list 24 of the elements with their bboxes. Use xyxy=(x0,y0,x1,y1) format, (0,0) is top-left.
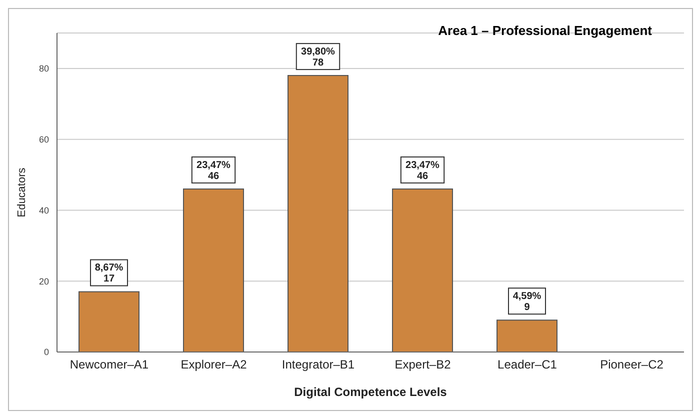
bar xyxy=(183,188,244,352)
data-label: 4,59% 9 xyxy=(512,291,542,314)
data-label: 23,47% 46 xyxy=(196,160,231,182)
data-label: 39,80% 78 xyxy=(301,46,336,69)
x-tick-label: Explorer–A2 xyxy=(180,358,248,372)
data-label: 23,47% 46 xyxy=(406,160,440,182)
x-tick-label: Leader–C1 xyxy=(498,358,558,372)
x-tick-label: Newcomer–A1 xyxy=(70,358,149,372)
x-tick-label: Integrator–B1 xyxy=(282,358,355,372)
bar xyxy=(392,188,453,352)
y-tick-label: 40 xyxy=(38,205,49,216)
y-tick-label: 60 xyxy=(38,134,49,145)
data-label: 8,67% 17 xyxy=(94,262,124,285)
chart-title: Area 1 – Professional Engagement xyxy=(438,23,652,38)
y-tick-label: 20 xyxy=(38,276,49,286)
bar xyxy=(496,320,558,352)
x-axis-title: Digital Competence Levels xyxy=(294,385,448,399)
bar xyxy=(78,291,140,352)
y-tick-label: 80 xyxy=(38,64,49,74)
y-axis-title: Educators xyxy=(16,167,28,218)
bar xyxy=(288,75,348,352)
y-tick-label: 0 xyxy=(44,347,49,358)
x-tick-label: Expert–B2 xyxy=(394,358,452,372)
x-tick-label: Pioneer–C2 xyxy=(600,358,664,372)
